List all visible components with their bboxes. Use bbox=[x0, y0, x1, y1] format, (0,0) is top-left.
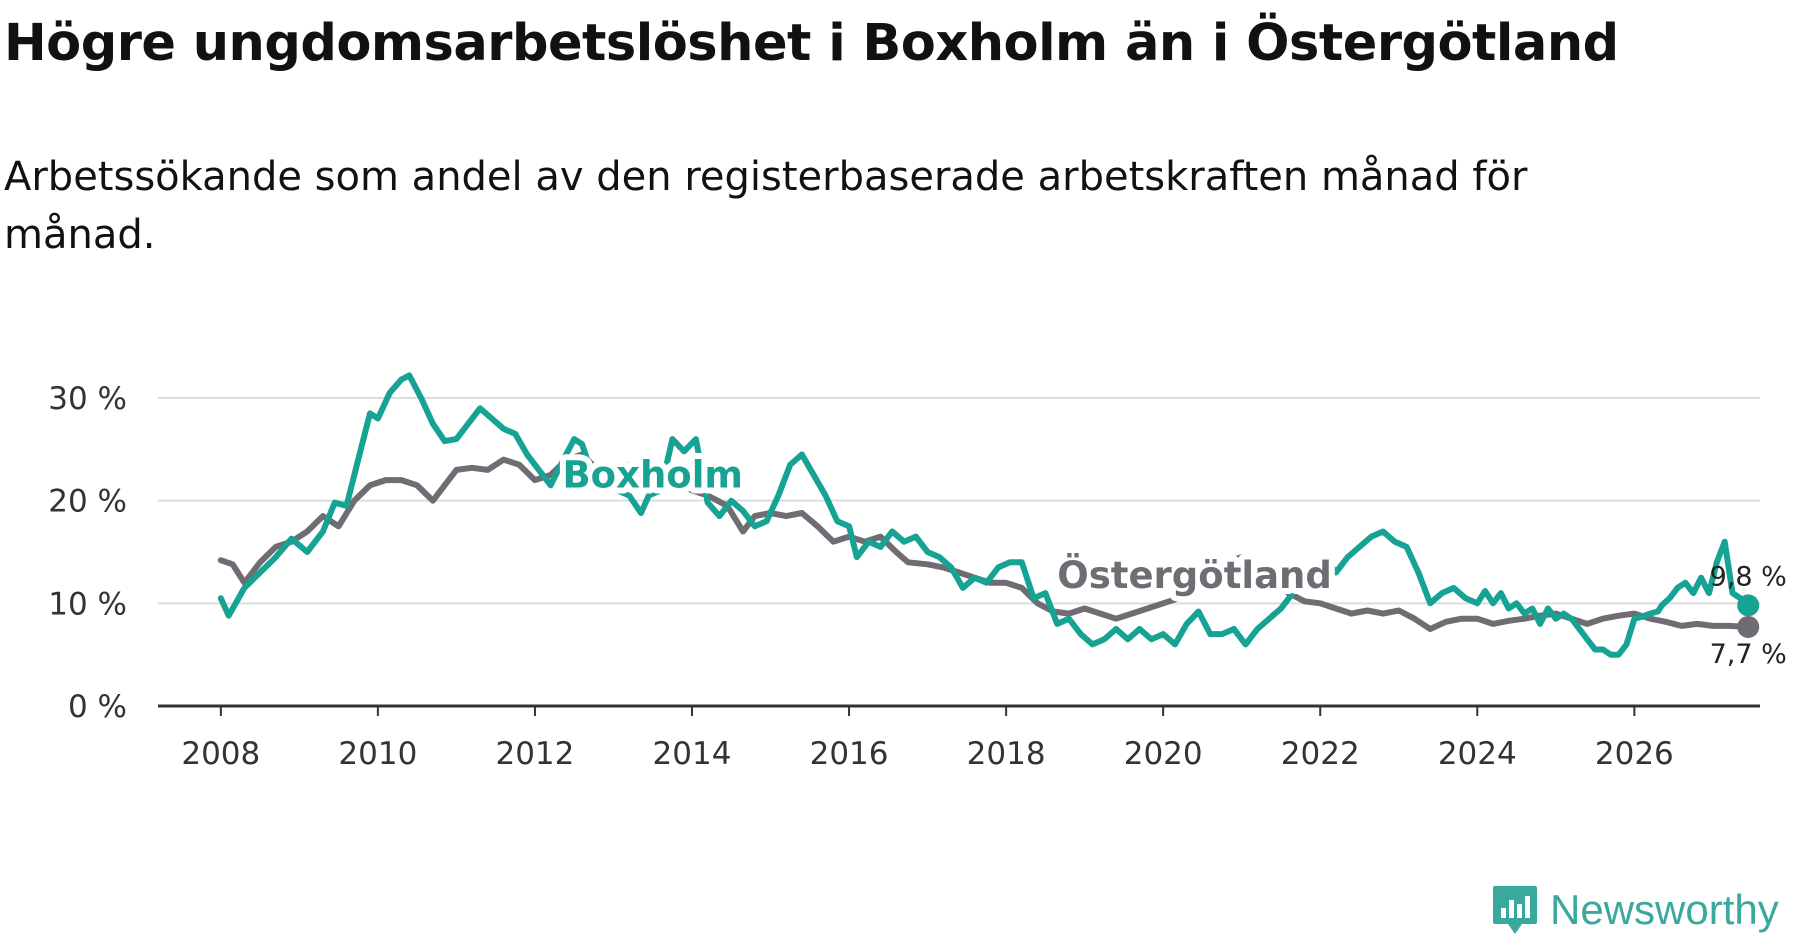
series-layer bbox=[217, 372, 1760, 658]
x-tick-label: 2008 bbox=[181, 736, 260, 772]
series-label-boxholm: Boxholm bbox=[562, 453, 742, 496]
newsworthy-logo[interactable]: Newsworthy bbox=[1492, 884, 1779, 936]
series-line-boxholm bbox=[217, 372, 1752, 658]
y-tick-label: 20 % bbox=[48, 484, 127, 520]
x-tick-label: 2024 bbox=[1438, 736, 1517, 772]
x-tick-label: 2014 bbox=[653, 736, 732, 772]
end-dot-boxholm bbox=[1737, 594, 1760, 617]
x-tick-label: 2018 bbox=[967, 736, 1046, 772]
label-layer: 9,8 %7,7 %BoxholmBoxholmÖstergötlandÖste… bbox=[556, 447, 1787, 670]
end-dot-ostergotland bbox=[1737, 615, 1760, 638]
newsworthy-logo-text: Newsworthy bbox=[1550, 886, 1779, 933]
x-tick-label: 2012 bbox=[495, 736, 574, 772]
y-tick-label: 10 % bbox=[48, 586, 127, 622]
chart-title: Högre ungdomsarbetslöshet i Boxholm än i… bbox=[4, 14, 1619, 73]
newsworthy-logo-icon bbox=[1493, 886, 1537, 934]
x-tick-label: 2020 bbox=[1124, 736, 1203, 772]
end-label-ostergotland: 7,7 % bbox=[1710, 639, 1787, 670]
x-tick-label: 2026 bbox=[1595, 736, 1674, 772]
x-tick-label: 2016 bbox=[810, 736, 889, 772]
y-tick-label: 0 % bbox=[68, 689, 127, 725]
x-tick-label: 2022 bbox=[1281, 736, 1360, 772]
end-label-boxholm: 9,8 % bbox=[1710, 561, 1787, 592]
series-label-ostergotland: Östergötland bbox=[1057, 553, 1332, 597]
x-tick-label: 2010 bbox=[338, 736, 417, 772]
chart-subtitle: Arbetssökande som andel av den registerb… bbox=[4, 154, 1528, 258]
series-label-halo-boxholm: Boxholm bbox=[562, 453, 742, 496]
y-tick-label: 30 % bbox=[48, 381, 127, 417]
series-label-halo-ostergotland: Östergötland bbox=[1057, 553, 1332, 597]
grid-layer: 0 % 10 % 20 % 30 % 2008 2010 2012 2014 2016 2018 2… bbox=[48, 381, 1760, 772]
